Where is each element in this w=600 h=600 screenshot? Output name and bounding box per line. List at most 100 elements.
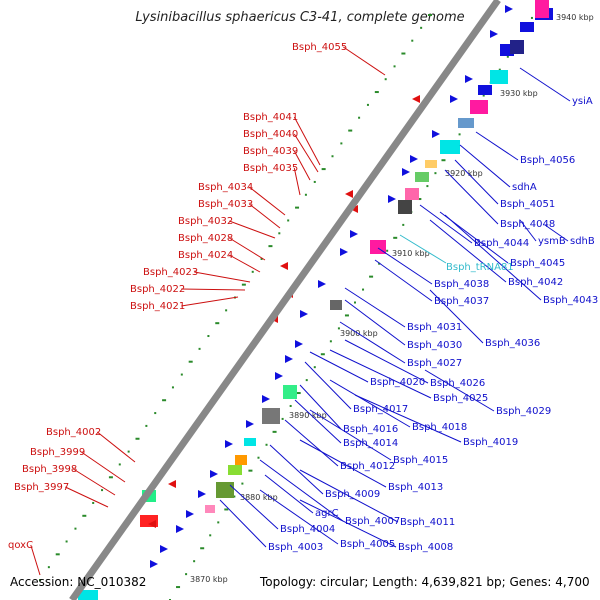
label-leader-line [343,46,386,76]
gc-skew-mark [82,514,87,517]
gc-skew-mark [289,404,292,407]
gc-skew-mark [354,301,356,304]
gene-feature-block [478,85,492,95]
gc-skew-mark [313,366,316,369]
reverse-gene-label: Bsph_4022 [130,284,185,295]
gc-skew-mark [135,437,140,440]
gc-skew-mark [225,309,228,312]
gc-skew-mark [281,417,284,420]
label-leader-line [73,468,116,496]
label-leader-line [429,219,507,283]
gc-skew-mark [260,257,263,260]
forward-gene-label: Bsph_4031 [407,322,462,333]
forward-gene-label: Bsph_4008 [398,542,453,553]
reverse-gene-arrow [345,190,353,198]
reverse-gene-label: Bsph_4021 [130,301,185,312]
label-leader-line [229,484,279,530]
gc-skew-mark [305,379,308,382]
label-leaders [30,46,571,576]
label-leader-line [399,234,447,264]
reverse-gene-arrow [412,95,420,103]
gc-skew-mark [268,245,273,248]
gc-skew-mark [401,52,406,55]
label-leader-line [459,144,511,188]
forward-gene-arrow [505,5,513,13]
forward-gene-label: Bsph_4014 [343,438,398,449]
forward-gene-arrow [285,355,293,363]
label-leader-line [299,384,342,430]
gc-skew-mark [92,501,95,504]
label-leader-line [444,214,542,301]
forward-gene-label: Bsph_4019 [463,437,518,448]
reverse-gene-label: Bsph_4033 [198,199,253,210]
gc-skew-track [39,4,542,600]
forward-gene-label: Bsph_4015 [393,455,448,466]
label-leader-line [329,349,432,399]
forward-gene-label: Bsph_4044 [474,238,529,249]
label-leader-line [519,219,537,242]
gc-skew-mark [185,573,188,576]
reverse-gene-label: Bsph_4024 [178,250,233,261]
label-leader-line [454,159,499,205]
kbp-tick-label: 3870 kbp [190,575,228,584]
reverse-gene-label: Bsph_4002 [46,427,101,438]
label-leader-line [96,431,136,463]
gene-feature-block [216,482,234,498]
gene-feature-block [283,385,297,399]
gc-skew-mark [411,39,414,42]
gc-skew-mark [209,534,212,537]
gc-skew-mark [188,360,193,363]
forward-gene-label: Bsph_4016 [343,424,398,435]
gc-skew-mark [162,399,167,402]
label-leader-line [65,486,109,508]
gc-skew-mark [320,353,325,356]
forward-gene-label: agrC [315,508,339,519]
label-leader-line [344,299,406,346]
gene-feature-block [330,300,342,310]
gc-skew-mark [233,495,236,498]
forward-gene-arrow [388,195,396,203]
label-leader-line [181,296,239,307]
label-leader-line [444,169,499,225]
gc-skew-mark [304,193,307,196]
gene-feature-block [262,408,280,424]
label-leader-line [259,489,339,545]
reverse-gene-label: Bsph_4055 [292,42,347,53]
label-leader-line [294,399,342,444]
forward-gene-label: Bsph_4056 [520,155,575,166]
gc-skew-mark [366,103,369,106]
gene-feature-block [244,438,256,446]
forward-gene-arrow [350,230,358,238]
gc-skew-mark [498,68,501,71]
label-leader-line [475,131,519,161]
genome-backbone [69,0,501,600]
gc-skew-mark [506,55,509,58]
gc-skew-mark [207,335,210,338]
forward-gene-label: Bsph_4043 [543,295,598,306]
gc-skew-mark [180,373,183,376]
label-leader-line [429,289,484,344]
forward-gene-label: Bsph_4007 [345,516,400,527]
gene-labels: Bsph_4055 Bsph_4041 Bsph_4040 Bsph_4039 Bsph… [8,42,598,553]
label-leader-line [544,224,569,242]
forward-gene-arrow [176,525,184,533]
gene-feature-block [470,100,488,114]
gc-skew-mark [241,482,244,485]
reverse-gene-label: Bsph_4035 [243,163,298,174]
forward-gene-label: Bsph_4048 [500,219,555,230]
gc-skew-mark [337,327,340,330]
forward-gene-arrow [432,130,440,138]
gene-feature-block [535,0,549,18]
gc-skew-mark [369,275,374,278]
gc-skew-mark [428,14,432,16]
label-leader-line [284,419,339,467]
gc-skew-mark [313,180,316,183]
forward-gene-label: Bsph_4038 [434,279,489,290]
kbp-tick-label: 3940 kbp [556,13,594,22]
reverse-gene-arrow [168,480,176,488]
gc-skew-mark [295,206,300,209]
gc-skew-mark [417,198,422,201]
kbp-tick-label: 3890 kbp [289,411,327,420]
feature-track [78,0,553,600]
gc-skew-mark [251,270,254,273]
